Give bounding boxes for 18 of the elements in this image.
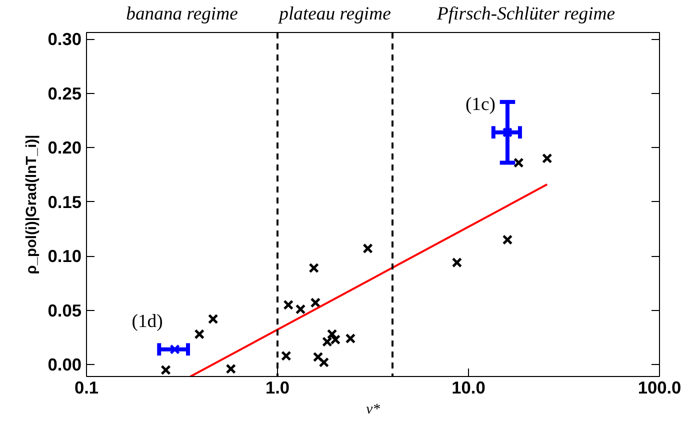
y-tick-label: 0.20 xyxy=(48,138,82,158)
y-tick-label: 0.05 xyxy=(48,300,82,320)
y-tick-label: 0.15 xyxy=(48,192,82,212)
x-tick-label: 100.0 xyxy=(638,378,682,398)
y-tick-label: 0.25 xyxy=(48,83,82,104)
x-tick-label: 1.0 xyxy=(265,378,290,398)
x-tick-label: 0.1 xyxy=(74,378,99,398)
text: Pfirsch-Schlüter regime xyxy=(436,4,616,24)
y-axis-title: ρ_pol(i)|Grad(lnT_i)| xyxy=(24,134,40,274)
x-axis-title: ν* xyxy=(366,402,381,418)
annotation: (1c) xyxy=(465,94,496,115)
text: plateau regime xyxy=(277,4,391,24)
x-tick-label: 10.0 xyxy=(452,378,486,398)
y-tick-label: 0.30 xyxy=(48,29,82,50)
text: banana regime xyxy=(126,4,238,24)
annotation: (1d) xyxy=(132,310,163,332)
y-tick-label: 0.00 xyxy=(48,354,82,375)
y-tick-label: 0.10 xyxy=(48,246,82,266)
